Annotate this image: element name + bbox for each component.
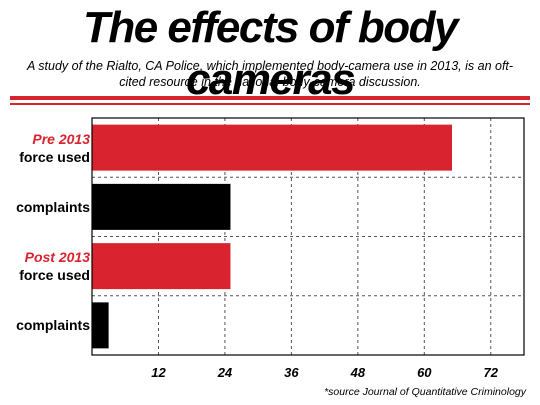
x-tick-label: 12 — [151, 365, 166, 380]
category-label: Post 2013 force used — [19, 248, 90, 284]
category-label: Pre 2013 force used — [19, 130, 90, 166]
x-tick-label: 36 — [284, 365, 299, 380]
source-note: *source Journal of Quantitative Criminol… — [324, 386, 526, 398]
chart-title: The effects of body cameras — [82, 3, 459, 104]
plot-frame — [91, 117, 525, 356]
divider-thin — [10, 103, 530, 105]
category-name: force used — [19, 267, 90, 284]
bar — [92, 243, 231, 290]
x-tick-label: 72 — [484, 365, 499, 380]
category-label: complaints — [16, 316, 90, 334]
category-name: complaints — [16, 198, 90, 215]
category-name: complaints — [16, 317, 90, 334]
x-tick-label: 24 — [217, 365, 233, 380]
x-tick-label: 48 — [350, 365, 366, 380]
bar — [92, 124, 452, 171]
chart-subtitle: A study of the Rialto, CA Police, which … — [26, 59, 514, 89]
category-era: Post 2013 — [24, 249, 90, 266]
bar — [92, 302, 109, 349]
category-name: force used — [19, 148, 90, 165]
divider-thick — [10, 96, 530, 100]
category-era: Pre 2013 — [32, 130, 90, 147]
category-label: complaints — [16, 198, 90, 216]
bar — [92, 183, 231, 230]
x-tick-label: 60 — [417, 365, 432, 380]
